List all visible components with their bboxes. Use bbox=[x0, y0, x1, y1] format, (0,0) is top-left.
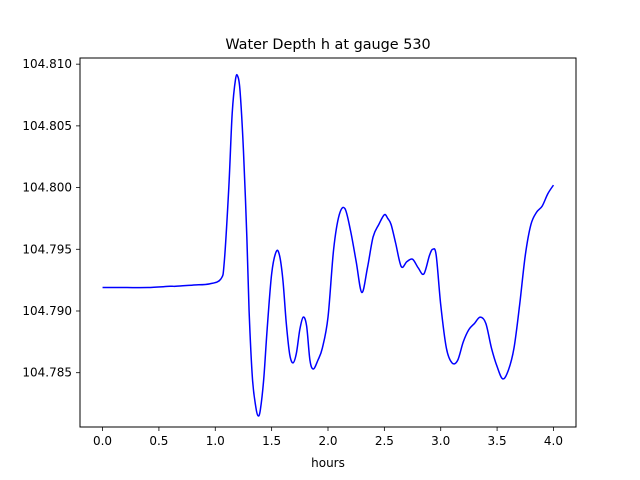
y-tick-label: 104.790 bbox=[22, 304, 72, 318]
x-tick-label: 1.0 bbox=[206, 434, 225, 448]
x-tick-label: 4.0 bbox=[544, 434, 563, 448]
y-tick-label: 104.810 bbox=[22, 57, 72, 71]
x-tick-label: 3.5 bbox=[488, 434, 507, 448]
x-tick-label: 2.0 bbox=[318, 434, 337, 448]
chart-title: Water Depth h at gauge 530 bbox=[225, 37, 430, 53]
x-tick-label: 3.0 bbox=[431, 434, 450, 448]
x-tick-label: 1.5 bbox=[262, 434, 281, 448]
series-line-0 bbox=[102, 73, 555, 417]
y-tick-label: 104.805 bbox=[22, 119, 72, 133]
y-tick-label: 104.800 bbox=[22, 181, 72, 195]
x-tick-label: 2.5 bbox=[375, 434, 394, 448]
x-tick-label: 0.5 bbox=[149, 434, 168, 448]
x-tick-label: 0.0 bbox=[93, 434, 112, 448]
x-axis-label: hours bbox=[311, 456, 345, 470]
y-tick-label: 104.795 bbox=[22, 242, 72, 256]
y-tick-label: 104.785 bbox=[22, 366, 72, 380]
